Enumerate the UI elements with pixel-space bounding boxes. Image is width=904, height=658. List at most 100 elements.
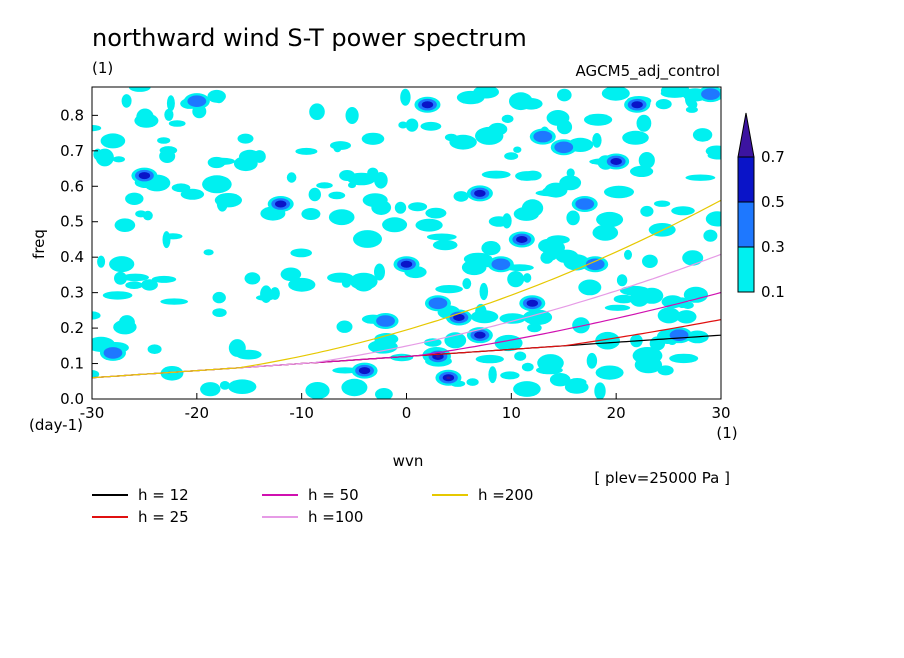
contour-patch [466,378,479,386]
contour-patch [432,239,458,251]
y-unit-label: (day-1) [29,416,83,434]
contour-patch [168,120,186,127]
contour-patch-strong [701,88,720,100]
contour-patch [682,250,704,266]
pressure-level-note: [ plev=25000 Pa ] [594,469,730,487]
contour-patch [339,170,356,181]
contour-patch [348,182,356,189]
contour-patch [540,251,554,264]
contour-patch [705,211,721,227]
contour-patch [660,88,689,98]
chart-title: northward wind S-T power spectrum [92,24,527,52]
contour-patch [692,128,713,142]
contour-strong-layer [99,87,721,386]
contour-patch [685,90,696,108]
contour-patch [125,281,143,290]
contour-patch [368,339,398,354]
contour-patch [444,332,467,349]
contour-patch-strong [610,157,622,165]
contour-patch-strong [275,200,287,208]
contour-patch [362,193,388,208]
contour-patch [114,218,136,232]
contour-patch [685,174,716,181]
contour-patch [309,103,325,120]
contour-patch-strong [435,355,441,358]
contour-patch [426,233,457,241]
contour-patch [501,114,514,123]
contour-patch [705,145,721,157]
contour-patch [398,121,408,129]
contour-patch [584,113,613,126]
contour-patch [481,241,501,256]
contour-patch [616,274,628,287]
contour-patch [214,193,242,208]
contour-patch-strong [103,347,123,359]
contour-patch [527,323,542,333]
contour-patch [604,185,634,199]
contour-patch [676,310,697,324]
contour-patch [375,388,393,399]
colorbar-label: 0.7 [761,148,785,166]
contour-patch [200,382,221,397]
contour-patch [643,255,655,267]
contour-patch [212,308,227,317]
contour-patch [488,216,509,227]
legend-label: h =200 [478,486,533,504]
y-tick-label: 0.1 [60,355,84,373]
contour-patch [151,275,177,283]
contour-patch [405,118,419,132]
contour-patch [630,165,654,177]
contour-patch [136,108,154,126]
contour-patch [228,379,257,395]
contour-patch [657,307,681,324]
contour-patch-strong [631,101,643,109]
contour-patch [159,149,176,164]
contour-patch [669,353,699,364]
contour-patch [572,317,590,334]
contour-patch [521,199,544,217]
x-tick-label: -10 [289,404,314,422]
contour-patch [596,211,624,228]
contour-patch [586,352,598,369]
contour-patch [333,143,342,153]
contour-patch-strong [585,258,605,271]
contour-patch [305,382,330,399]
colorbar-label: 0.5 [761,193,785,211]
contour-patch [390,353,414,362]
contour-patch [613,294,635,304]
contour-patch [141,279,158,291]
contour-patch [521,362,534,372]
contour-patch [475,126,504,145]
contour-patch [100,133,126,149]
contour-patch [121,273,149,282]
x-axis-label: wvn [393,452,424,470]
contour-patch [538,238,561,254]
contour-patch [92,125,102,132]
contour-patch [509,92,533,111]
x-tick-label: -30 [80,404,105,422]
x-tick-label: -20 [185,404,210,422]
contour-patch [557,88,572,102]
contour-patch [157,137,171,144]
y-tick-label: 0.7 [60,142,84,160]
contour-patch [109,256,135,273]
contour-patch [118,315,135,330]
contour-patch-strong [516,235,528,243]
contour-patch [203,249,214,256]
contour-patch [92,311,101,320]
dispersion-line [92,199,721,379]
contour-patch [475,303,487,321]
legend: h = 12 h = 25 h = 50 h =100 h =200 [92,486,533,526]
contour-patch [655,99,672,110]
contour-patch [382,217,408,233]
contour-patch-strong [533,130,553,143]
contour-patch [638,152,655,169]
contour-patch [514,351,527,361]
contour-patch [546,110,570,126]
contour-patch [636,114,652,132]
contour-patch [345,107,359,124]
contour-patch [424,338,442,347]
contour-patch [488,366,497,384]
contour-patch [624,249,632,260]
